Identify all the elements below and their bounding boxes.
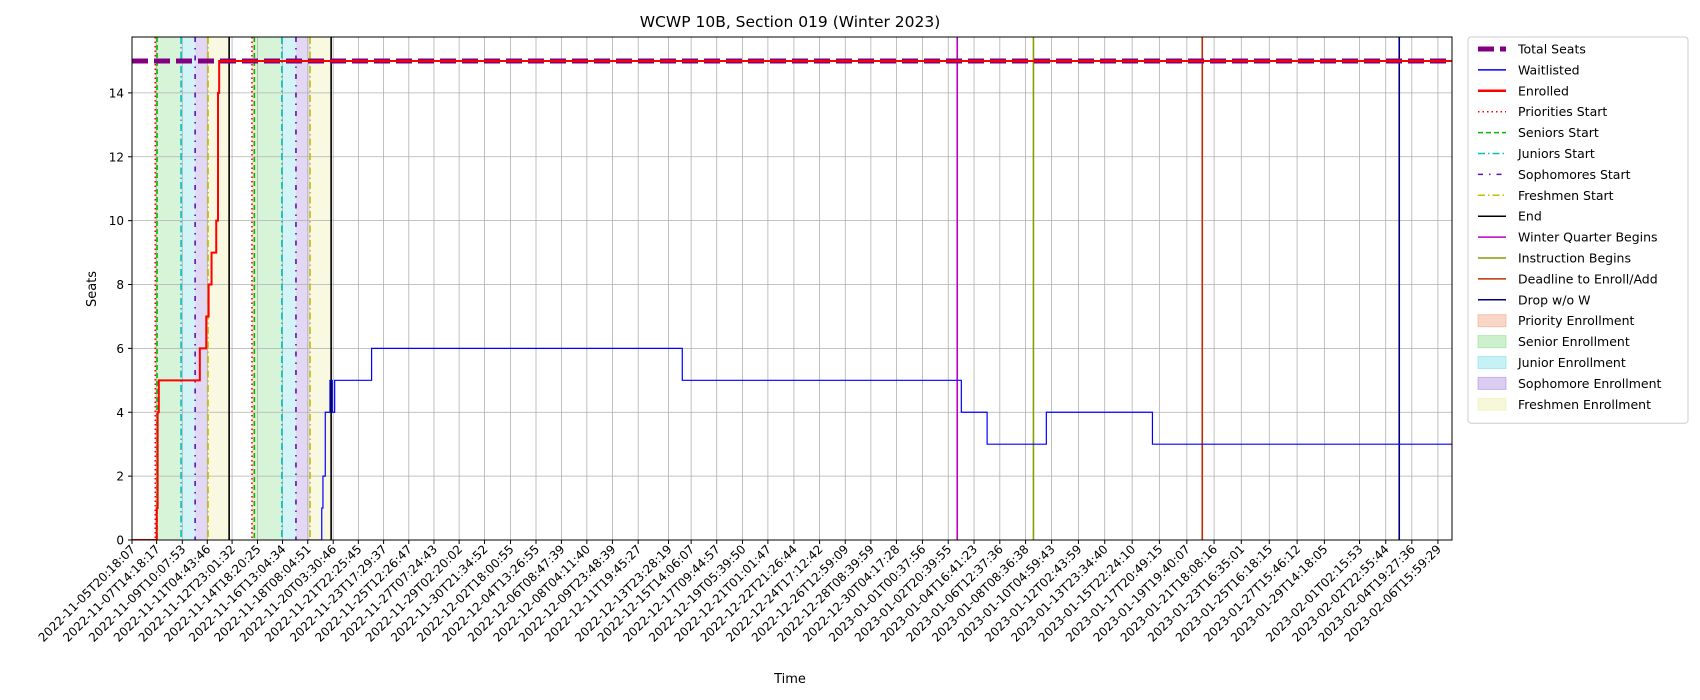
chart-title: WCWP 10B, Section 019 (Winter 2023) — [640, 13, 941, 31]
sophomore-enrollment-span — [195, 37, 209, 540]
legend-label: Priority Enrollment — [1518, 313, 1635, 328]
freshmen-enrollment-span — [208, 37, 230, 540]
y-tick-label: 0 — [116, 534, 124, 548]
legend-label: Senior Enrollment — [1518, 334, 1630, 349]
y-tick-label: 2 — [116, 470, 124, 484]
legend-label: Junior Enrollment — [1517, 355, 1626, 370]
legend-label: Waitlisted — [1518, 62, 1580, 77]
plot-frame — [131, 36, 1453, 541]
legend-label: Winter Quarter Begins — [1518, 230, 1658, 245]
junior-enrollment-span — [181, 37, 196, 540]
enrolled-series-line — [132, 59, 1452, 540]
legend-swatch — [1477, 314, 1507, 328]
legend: Total Seats Waitlisted Enrolled Priorities … — [1467, 36, 1689, 424]
legend-swatch — [1477, 356, 1507, 369]
y-tick-label: 10 — [109, 214, 124, 228]
y-axis-title: Seats — [85, 271, 100, 307]
y-tick-label: 14 — [109, 86, 124, 100]
y-tick-label: 4 — [116, 406, 124, 420]
junior-enrollment-span — [281, 37, 296, 540]
legend-label: Juniors Start — [1517, 146, 1595, 161]
plot-area — [132, 37, 1452, 540]
legend-label: Enrolled — [1518, 83, 1569, 98]
legend-label: Sophomores Start — [1518, 167, 1631, 182]
legend-label: Seniors Start — [1518, 125, 1599, 140]
freshmen-enrollment-span — [310, 37, 332, 540]
y-tick-label: 6 — [116, 342, 124, 356]
legend-label: Drop w/o W — [1518, 292, 1590, 307]
senior-enrollment-span — [157, 37, 182, 540]
y-tick-label: 8 — [116, 278, 124, 292]
x-axis-title: Time — [773, 672, 806, 687]
legend-label: Total Seats — [1517, 42, 1586, 57]
axes: 024681012142022-11-05T20:18:072022-11-07… — [36, 36, 1453, 645]
legend-label: Instruction Begins — [1518, 251, 1631, 266]
waitlisted-series-line — [307, 347, 1452, 540]
legend-label: Freshmen Enrollment — [1518, 397, 1651, 412]
senior-enrollment-span — [254, 37, 282, 540]
priority-enrollment-span — [251, 37, 255, 540]
priority-enrollment-span — [155, 37, 158, 540]
legend-label: Priorities Start — [1518, 104, 1607, 119]
y-tick-label: 12 — [109, 150, 124, 164]
legend-swatch — [1477, 376, 1507, 390]
legend-label: Deadline to Enroll/Add — [1518, 271, 1658, 286]
legend-swatch — [1477, 397, 1507, 411]
sophomore-enrollment-span — [295, 37, 311, 540]
legend-box — [1467, 36, 1689, 424]
legend-swatch — [1477, 335, 1507, 349]
legend-label: End — [1518, 209, 1542, 224]
legend-label: Freshmen Start — [1518, 188, 1614, 203]
legend-label: Sophomore Enrollment — [1518, 376, 1662, 391]
